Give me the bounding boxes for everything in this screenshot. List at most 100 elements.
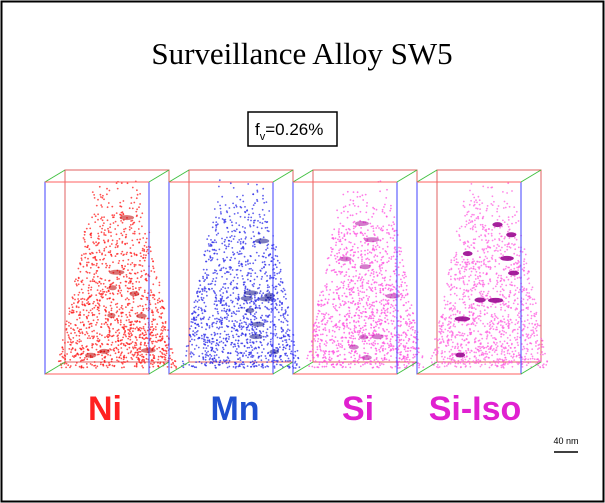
atom — [442, 338, 444, 340]
atom — [141, 212, 143, 214]
atom — [122, 312, 124, 314]
atom — [328, 314, 330, 316]
atom — [123, 357, 125, 359]
atom — [96, 263, 98, 265]
atom — [120, 347, 122, 349]
atom — [477, 359, 479, 361]
atom — [503, 289, 505, 291]
atom — [244, 211, 246, 213]
atom — [125, 299, 127, 301]
atom — [333, 228, 335, 230]
atom — [78, 335, 80, 337]
atom — [492, 326, 494, 328]
atom — [190, 325, 192, 327]
atom — [399, 358, 401, 360]
atom — [459, 277, 461, 279]
atom — [341, 244, 343, 246]
atom — [414, 330, 416, 332]
atom — [360, 241, 362, 243]
atom — [248, 347, 250, 349]
atom — [132, 288, 134, 290]
atom — [364, 333, 366, 335]
atom — [214, 308, 216, 310]
atom — [265, 264, 267, 266]
atom — [83, 348, 85, 350]
atom — [62, 349, 64, 351]
atom — [88, 349, 90, 351]
atom — [109, 328, 111, 330]
atom — [242, 278, 244, 280]
atom — [357, 247, 359, 249]
atom — [456, 366, 458, 368]
atom — [198, 299, 200, 301]
atom — [406, 322, 408, 324]
atom — [204, 290, 206, 292]
atom — [463, 205, 465, 207]
atom — [254, 297, 256, 299]
atom — [236, 283, 238, 285]
atom — [150, 250, 152, 252]
atom — [254, 202, 256, 204]
atom — [289, 360, 291, 362]
atom — [497, 219, 499, 221]
atom — [81, 281, 83, 283]
atom — [274, 365, 276, 367]
atom — [400, 321, 402, 323]
atom — [460, 345, 462, 347]
atom — [527, 350, 529, 352]
atom — [267, 321, 269, 323]
atom — [262, 367, 264, 369]
atom — [392, 305, 394, 307]
atom — [204, 272, 206, 274]
atom — [325, 298, 327, 300]
atom — [253, 222, 255, 224]
atom — [152, 266, 154, 268]
atom — [200, 307, 202, 309]
atom — [91, 331, 93, 333]
atom — [203, 269, 205, 271]
atom — [454, 320, 456, 322]
atom — [486, 338, 488, 340]
atom — [264, 306, 266, 308]
atom — [266, 332, 268, 334]
atom — [452, 334, 454, 336]
atom — [374, 260, 376, 262]
atom — [259, 284, 261, 286]
atom — [496, 342, 498, 344]
atom — [204, 250, 206, 252]
atom — [287, 324, 289, 326]
atom — [241, 332, 243, 334]
atom — [88, 293, 90, 295]
atom — [495, 344, 497, 346]
atom — [350, 280, 352, 282]
atom — [280, 278, 282, 280]
atom — [496, 280, 498, 282]
atom — [390, 208, 392, 210]
atom — [77, 327, 79, 329]
atom — [247, 261, 249, 263]
atom — [407, 330, 409, 332]
atom — [351, 335, 353, 337]
atom — [262, 363, 264, 365]
atom — [331, 358, 333, 360]
atom — [386, 353, 388, 355]
atom — [350, 242, 352, 244]
atom — [497, 345, 499, 347]
atom — [73, 302, 75, 304]
atom — [243, 231, 245, 233]
atom — [275, 246, 277, 248]
atom — [495, 260, 497, 262]
atom — [524, 274, 526, 276]
atom — [385, 303, 387, 305]
atom — [233, 346, 235, 348]
atom — [512, 216, 514, 218]
atom — [96, 322, 98, 324]
atom — [195, 361, 197, 363]
atom — [527, 273, 529, 275]
atom — [374, 343, 376, 345]
atom — [278, 319, 280, 321]
atom — [265, 355, 267, 357]
atom — [222, 258, 224, 260]
atom — [232, 335, 234, 337]
atom — [69, 367, 71, 369]
